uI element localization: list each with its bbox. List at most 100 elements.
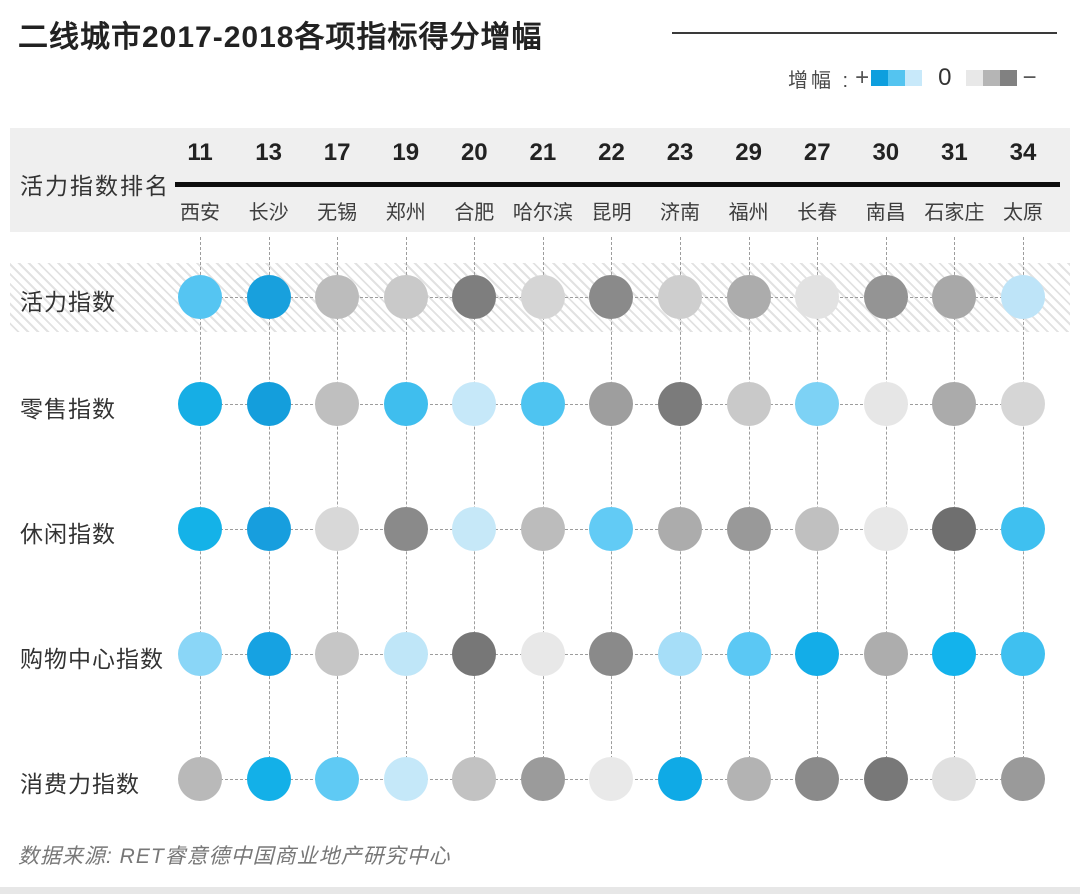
legend-negative-swatch <box>965 70 983 86</box>
bottom-strip <box>0 887 1080 894</box>
column-city: 长沙 <box>248 202 289 224</box>
data-dot <box>383 757 428 801</box>
data-dot <box>589 507 634 551</box>
title-rule <box>672 32 1057 34</box>
data-dot <box>520 632 565 676</box>
data-dot <box>658 382 703 426</box>
data-dot <box>178 757 222 801</box>
column-city: 西安 <box>180 202 220 224</box>
ranking-axis-label: 活力指数排名 <box>20 173 170 199</box>
data-dot <box>178 632 222 676</box>
data-dot <box>178 382 222 426</box>
data-dot <box>452 632 497 676</box>
data-dot <box>589 382 634 426</box>
data-dot <box>932 757 977 801</box>
data-dot <box>246 632 291 676</box>
data-dot <box>863 632 908 676</box>
data-dot <box>795 275 840 319</box>
legend-label: 增幅 : <box>788 69 852 92</box>
data-dot <box>658 757 703 801</box>
data-dot <box>658 275 703 319</box>
legend-positive-swatches <box>871 70 923 86</box>
data-dot <box>932 507 977 551</box>
data-dot <box>795 632 840 676</box>
data-dot <box>726 632 771 676</box>
data-dot <box>932 382 977 426</box>
row-label: 休闲指数 <box>20 521 116 547</box>
data-dot <box>726 275 771 319</box>
column-rank: 21 <box>529 139 557 166</box>
data-dot <box>658 632 703 676</box>
data-dot <box>178 507 222 551</box>
column-city: 长春 <box>797 202 838 224</box>
data-dot <box>589 275 634 319</box>
row-label: 消费力指数 <box>20 771 140 797</box>
legend-zero-label: 0 <box>938 64 952 91</box>
data-dot <box>315 757 360 801</box>
column-rank: 22 <box>598 139 625 166</box>
data-dot <box>520 275 565 319</box>
data-dot <box>863 275 908 319</box>
row-label: 购物中心指数 <box>20 646 164 672</box>
column-rank: 19 <box>392 139 420 166</box>
data-dot <box>246 507 291 551</box>
column-city: 福州 <box>728 202 769 224</box>
column-rank: 11 <box>187 139 213 166</box>
row-label: 零售指数 <box>20 396 116 422</box>
data-dot <box>315 382 360 426</box>
data-dot <box>1000 382 1045 426</box>
data-dot <box>383 382 428 426</box>
source-note: 数据来源: RET睿意德中国商业地产研究中心 <box>18 845 451 868</box>
column-rank: 17 <box>323 139 351 166</box>
column-city: 太原 <box>1002 202 1043 224</box>
data-dot <box>520 507 565 551</box>
data-dot <box>383 507 428 551</box>
column-header-band <box>10 128 1070 232</box>
column-rank: 13 <box>255 139 282 166</box>
data-dot <box>178 275 222 319</box>
data-dot <box>726 507 771 551</box>
data-dot <box>383 632 428 676</box>
data-dot <box>452 275 497 319</box>
data-dot <box>1000 632 1045 676</box>
legend-positive-swatch <box>905 70 923 86</box>
row-label: 活力指数 <box>20 289 116 315</box>
data-dot <box>863 382 908 426</box>
data-dot <box>246 757 291 801</box>
minus-icon: − <box>1022 64 1037 91</box>
legend-positive-swatch <box>888 70 906 86</box>
data-dot <box>795 382 840 426</box>
axis-line <box>175 182 1060 187</box>
column-rank: 20 <box>460 139 488 166</box>
column-city: 哈尔滨 <box>512 202 573 224</box>
data-dot <box>932 632 977 676</box>
legend-negative-swatches <box>965 70 1017 86</box>
data-dot <box>589 757 634 801</box>
data-dot <box>726 382 771 426</box>
column-city: 济南 <box>660 202 701 224</box>
data-dot <box>315 275 360 319</box>
data-dot <box>246 275 291 319</box>
data-dot <box>383 275 428 319</box>
data-dot <box>315 632 360 676</box>
legend-negative-swatch <box>999 70 1017 86</box>
column-rank: 31 <box>941 139 968 166</box>
column-rank: 34 <box>1009 139 1037 166</box>
data-dot <box>1000 275 1045 319</box>
data-dot <box>932 275 977 319</box>
plus-icon: + <box>855 64 870 91</box>
column-rank: 29 <box>735 139 762 166</box>
data-dot <box>246 382 291 426</box>
data-dot <box>795 757 840 801</box>
legend-negative-swatch <box>982 70 1000 86</box>
data-dot <box>452 757 497 801</box>
column-city: 无锡 <box>317 202 358 224</box>
data-dot <box>658 507 703 551</box>
legend-positive-swatch <box>871 70 889 86</box>
data-dot <box>1000 507 1045 551</box>
data-dot <box>520 382 565 426</box>
page-title: 二线城市2017-2018各项指标得分增幅 <box>18 21 543 54</box>
column-city: 昆明 <box>591 202 632 224</box>
data-dot <box>520 757 565 801</box>
